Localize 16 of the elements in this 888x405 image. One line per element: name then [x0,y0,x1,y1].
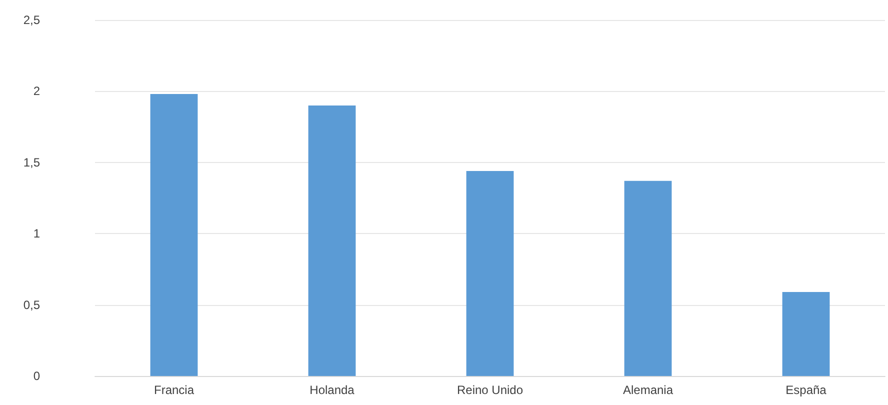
y-tick-label: 1 [33,226,40,241]
bar [308,105,356,376]
x-tick-label: Reino Unido [456,383,524,397]
x-tick-label: Holanda [310,383,355,397]
y-tick-label: 0 [33,369,40,383]
x-tick-label: Alemania [622,383,674,397]
x-tick-label: España [786,383,827,397]
bar [782,292,830,376]
bar [466,170,514,376]
x-tick-label: Francia [154,383,194,397]
y-tick-label: 1,5 [23,155,40,170]
y-tick-label: 2 [33,84,40,98]
y-tick-label: 2,5 [23,13,40,27]
y-tick-label: 0,5 [23,298,40,312]
bar [150,94,198,376]
bar [624,180,672,376]
